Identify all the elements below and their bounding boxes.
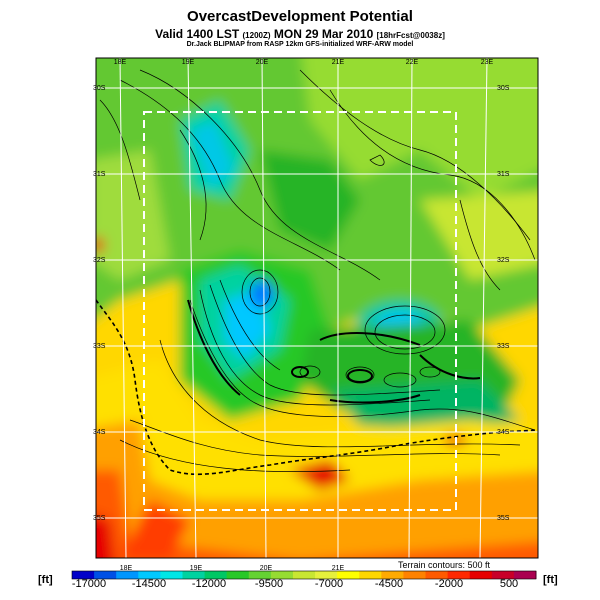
unit-right: [ft] xyxy=(543,574,558,586)
colorbar-tick-label: -17000 xyxy=(71,578,107,590)
thick-contours xyxy=(187,299,481,404)
lat-right-label: 31S xyxy=(497,171,510,178)
colorbar-swatch xyxy=(359,571,382,579)
colorbar-swatch xyxy=(513,571,537,579)
lon-top-label: 20E xyxy=(256,59,269,66)
lat-right-label: 34S xyxy=(497,429,510,436)
colorbar-tick-label: -9500 xyxy=(254,578,284,590)
colorbar-swatch xyxy=(315,571,338,579)
colorbar xyxy=(71,570,537,580)
lat-right-label: 30S xyxy=(497,85,510,92)
lat-left-label: 30S xyxy=(93,85,106,92)
map-title: OvercastDevelopment Potential xyxy=(187,8,413,25)
colorbar-swatch xyxy=(182,571,206,579)
lat-right-label: 35S xyxy=(497,515,510,522)
lat-left-label: 35S xyxy=(93,515,106,522)
colorbar-swatch xyxy=(204,571,228,579)
colorbar-tick-label: -7000 xyxy=(314,578,344,590)
lat-left-label: 34S xyxy=(93,429,106,436)
colorbar-tick-label: -2000 xyxy=(434,578,464,590)
colorbar-swatch xyxy=(248,571,272,579)
coastline xyxy=(96,299,538,476)
colorbar-swatch xyxy=(469,571,493,579)
forecast-info: [18hrFcst@0038z] xyxy=(376,31,445,40)
lon-bottom-label: 18E xyxy=(120,565,133,572)
map-frame xyxy=(95,57,539,559)
lat-left-label: 32S xyxy=(93,257,106,264)
lat-right-label: 33S xyxy=(497,343,510,350)
terrain-contours xyxy=(99,69,536,473)
inner-domain-box xyxy=(143,111,457,511)
colorbar-swatch xyxy=(160,571,183,579)
latlon-grid xyxy=(96,58,538,558)
colorbar-swatch xyxy=(337,571,360,579)
colorbar-tick-label: -4500 xyxy=(374,578,404,590)
lon-top-label: 21E xyxy=(332,59,345,66)
colorbar-tick-label: 500 xyxy=(499,578,519,590)
lon-bottom-label: 20E xyxy=(260,565,273,572)
color-field xyxy=(96,58,538,558)
model-credit: Dr.Jack BLIPMAP from RASP 12km GFS-initi… xyxy=(186,41,414,48)
colorbar-tick-label: -14500 xyxy=(131,578,167,590)
colorbar-swatch xyxy=(116,571,139,579)
lon-top-label: 18E xyxy=(114,59,127,66)
colorbar-swatch xyxy=(425,571,449,579)
terrain-note: Terrain contours: 500 ft xyxy=(398,560,491,570)
lat-left-label: 31S xyxy=(93,171,106,178)
lon-top-label: 22E xyxy=(406,59,419,66)
lat-right-label: 32S xyxy=(497,257,510,264)
lon-bottom-label: 19E xyxy=(190,565,203,572)
unit-left: [ft] xyxy=(38,574,53,586)
colorbar-tick-label: -12000 xyxy=(191,578,227,590)
colorbar-swatch xyxy=(94,571,117,579)
colorbar-swatch xyxy=(447,571,471,579)
valid-prefix: Valid 1400 LST xyxy=(155,27,240,41)
lon-bottom-label: 21E xyxy=(332,565,345,572)
valid-time: Valid 1400 LST (1200Z) MON 29 Mar 2010 [… xyxy=(0,27,600,41)
lon-top-label: 19E xyxy=(182,59,195,66)
colorbar-swatch xyxy=(491,571,515,579)
lat-left-label: 33S xyxy=(93,343,106,350)
grid-labels: 18E 19E 20E 21E 22E 23E 18E 19E 20E 21E … xyxy=(93,59,510,572)
lon-top-label: 23E xyxy=(481,59,494,66)
colorbar-swatch xyxy=(138,571,161,579)
valid-utc: (1200Z) xyxy=(242,31,271,40)
colorbar-swatch xyxy=(403,571,427,579)
colorbar-swatch xyxy=(72,571,95,579)
colorbar-swatch xyxy=(292,571,316,579)
colorbar-frame xyxy=(71,570,537,580)
colorbar-swatch xyxy=(270,571,294,579)
valid-date: MON 29 Mar 2010 xyxy=(273,27,374,41)
colorbar-swatch xyxy=(381,571,404,579)
colorbar-swatch xyxy=(226,571,250,579)
